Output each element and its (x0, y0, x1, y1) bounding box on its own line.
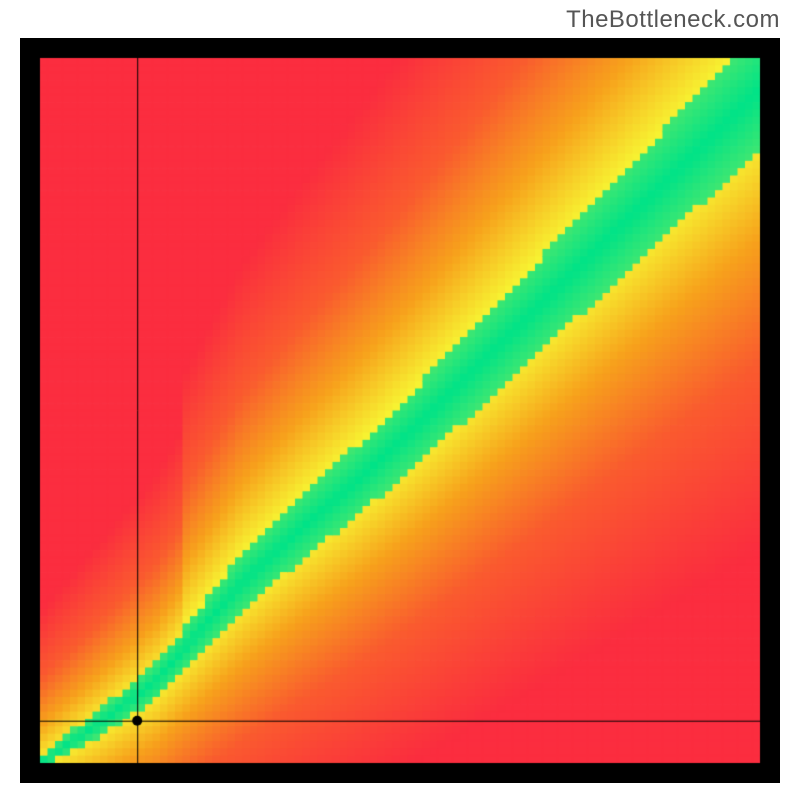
bottleneck-heatmap (20, 38, 780, 783)
heatmap-canvas (20, 38, 780, 783)
watermark-text: TheBottleneck.com (566, 6, 780, 34)
